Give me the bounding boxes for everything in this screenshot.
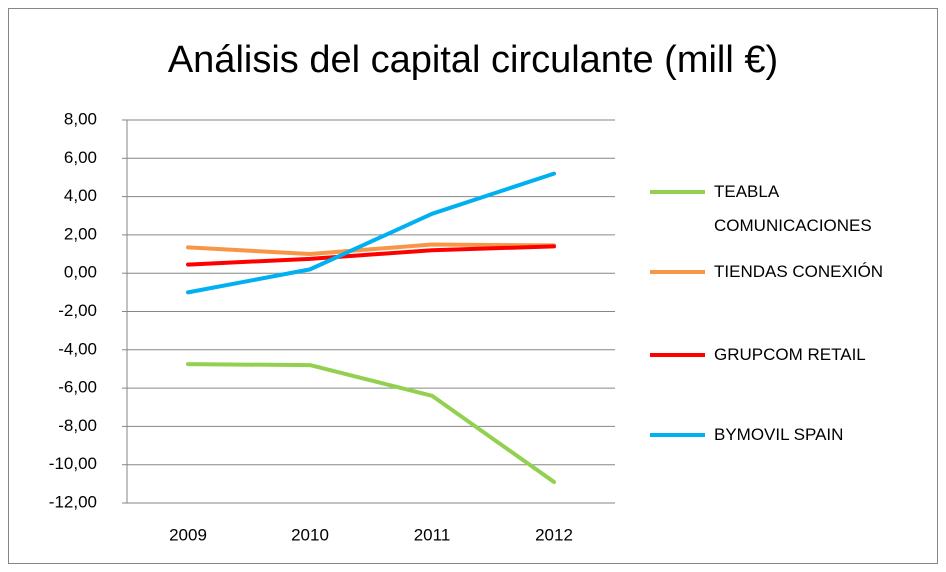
y-tick-label: -2,00	[58, 301, 97, 320]
legend-label: GRUPCOM RETAIL	[714, 345, 866, 364]
legend-label: TEABLA COMUNICACIONES	[714, 182, 872, 235]
legend-label: TIENDAS CONEXIÓN	[714, 262, 884, 281]
y-tick-label: 0,00	[64, 263, 97, 282]
y-tick-label: -12,00	[49, 492, 97, 511]
x-tick-label: 2011	[414, 525, 451, 544]
y-tick-label: 4,00	[64, 186, 97, 205]
x-tick-label: 2010	[291, 525, 329, 544]
series-line	[186, 171, 556, 295]
chart-border	[8, 8, 938, 564]
x-tick-label: 2012	[535, 525, 573, 544]
x-tick-label: 2009	[169, 525, 207, 544]
y-tick-label: -4,00	[58, 339, 97, 358]
y-tick-label: 2,00	[64, 224, 97, 243]
series-line	[186, 362, 556, 484]
series-line	[186, 242, 556, 257]
y-tick-label: -8,00	[58, 416, 97, 435]
y-tick-label: -10,00	[49, 454, 97, 473]
y-tick-label: 6,00	[64, 148, 97, 167]
y-tick-label: 8,00	[64, 109, 97, 128]
legend-label: BYMOVIL SPAIN	[714, 425, 844, 444]
y-tick-label: -6,00	[58, 378, 97, 397]
series-line	[186, 244, 556, 267]
chart-title: Análisis del capital circulante (mill €)	[168, 39, 778, 81]
